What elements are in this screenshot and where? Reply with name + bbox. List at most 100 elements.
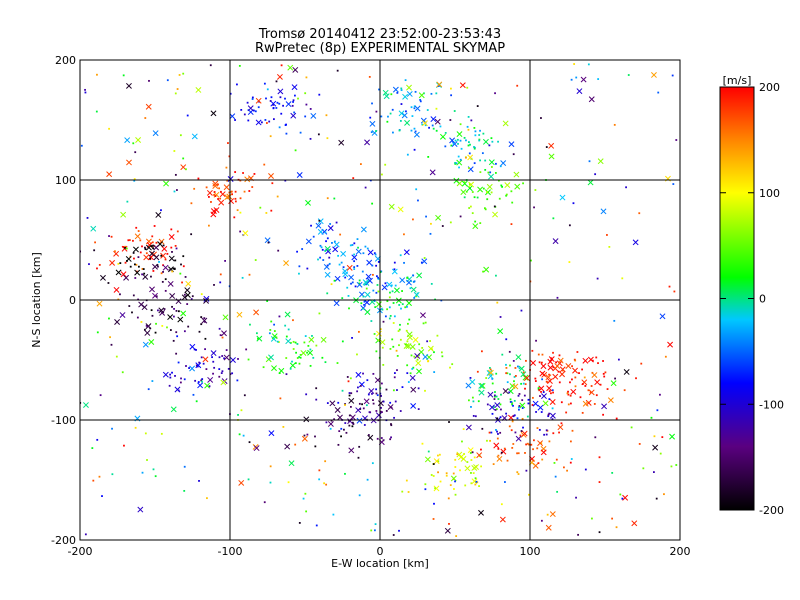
data-point-dot [413, 297, 416, 299]
data-point-dot [533, 439, 535, 442]
data-point-dot [471, 191, 474, 193]
data-point-dot [144, 248, 147, 251]
data-point-dot [545, 146, 548, 148]
data-point-x [537, 440, 544, 447]
data-point-x [242, 230, 249, 237]
data-point-dot [380, 406, 382, 409]
data-point-dot [330, 283, 333, 286]
data-point-x [143, 254, 150, 261]
data-point-dot [269, 135, 272, 138]
data-point-dot [219, 334, 222, 337]
data-point-dot [496, 417, 499, 420]
data-point-dot [172, 339, 175, 342]
data-point-dot [153, 225, 156, 227]
data-point-dot [212, 372, 214, 375]
data-point-dot [473, 162, 476, 165]
data-point-x [461, 180, 468, 187]
data-point-dot [597, 362, 599, 365]
data-point-dot [538, 428, 541, 431]
data-point-dot [318, 219, 321, 222]
data-point-dot [497, 140, 499, 143]
data-point-dot [571, 365, 573, 368]
data-point-dot [426, 109, 429, 111]
data-point-dot [285, 335, 288, 338]
data-point-x [478, 509, 484, 516]
data-point-dot [474, 130, 477, 133]
data-point-dot [141, 245, 143, 248]
data-point-dot [540, 442, 543, 445]
data-point-dot [356, 390, 359, 393]
data-point-dot [403, 261, 405, 264]
data-point-dot [221, 336, 224, 339]
data-point-x [588, 389, 595, 396]
data-point-dot [481, 350, 483, 353]
data-point-dot [132, 142, 135, 145]
data-point-dot [432, 463, 435, 465]
data-point-dot [305, 76, 308, 79]
data-point-dot [594, 436, 597, 439]
data-point-dot [520, 430, 523, 432]
data-point-x [134, 233, 141, 240]
data-point-dot [554, 475, 557, 478]
data-point-x [540, 363, 547, 370]
data-point-x [317, 228, 324, 235]
data-point-dot [365, 404, 368, 407]
data-point-dot [144, 246, 146, 249]
data-point-dot [512, 415, 515, 418]
data-point-x [493, 442, 500, 449]
data-point-x [471, 465, 478, 471]
data-point-x [580, 76, 587, 83]
data-point-dot [505, 194, 508, 197]
data-point-x [334, 275, 341, 282]
data-point-dot [151, 235, 154, 238]
data-point-dot [377, 261, 380, 263]
data-point-dot [602, 372, 605, 375]
data-point-dot [602, 413, 605, 416]
data-point-dot [278, 102, 281, 105]
data-point-dot [550, 392, 552, 395]
data-points [80, 63, 678, 538]
data-point-dot [380, 437, 383, 439]
data-point-dot [180, 377, 182, 380]
data-point-dot [361, 307, 364, 310]
data-point-dot [398, 129, 401, 132]
data-point-dot [294, 362, 297, 365]
data-point-dot [670, 465, 673, 468]
data-point-dot [371, 202, 374, 205]
data-point-dot [566, 392, 569, 395]
data-point-dot [326, 137, 329, 140]
data-point-dot [198, 480, 200, 482]
data-point-dot [119, 293, 121, 296]
data-point-dot [329, 427, 332, 430]
data-point-x [285, 101, 292, 108]
data-point-dot [386, 120, 389, 123]
data-point-dot [393, 372, 396, 374]
data-point-dot [551, 407, 554, 410]
data-point-dot [162, 271, 164, 273]
data-point-dot [271, 182, 274, 185]
data-point-x [450, 475, 457, 482]
data-point-dot [318, 312, 321, 315]
data-point-dot [141, 273, 144, 276]
data-point-x [406, 84, 412, 91]
data-point-dot [488, 144, 491, 147]
data-point-dot [548, 398, 551, 401]
data-point-x [416, 272, 423, 279]
data-point-x [364, 139, 371, 146]
data-point-dot [309, 348, 312, 351]
data-point-x [203, 297, 210, 304]
data-point-dot [194, 379, 197, 382]
data-point-dot [506, 372, 509, 375]
data-point-dot [465, 190, 468, 193]
data-point-dot [638, 443, 641, 445]
data-point-dot [448, 421, 450, 423]
data-point-x [406, 300, 412, 307]
data-point-dot [599, 383, 602, 386]
data-point-dot [496, 430, 498, 433]
data-point-dot [292, 319, 294, 322]
data-point-dot [169, 376, 172, 379]
data-point-dot [511, 403, 513, 406]
data-point-dot [481, 152, 484, 155]
data-point-dot [208, 196, 210, 198]
data-point-x [277, 88, 284, 95]
